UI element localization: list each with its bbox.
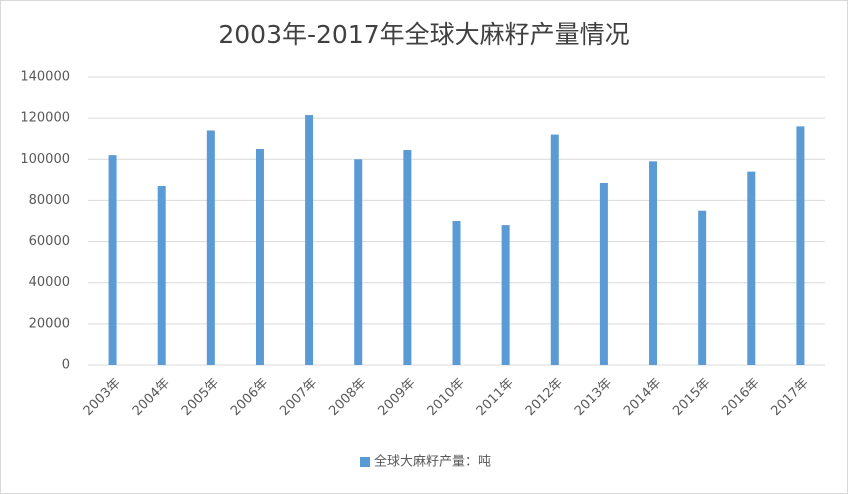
bar: [354, 159, 363, 365]
bar: [108, 155, 117, 365]
bar: [599, 182, 608, 365]
chart-title: 2003年-2017年全球大麻籽产量情况: [218, 20, 629, 49]
y-tick-label: 80000: [29, 193, 70, 208]
bar: [403, 150, 412, 365]
y-tick-label: 20000: [29, 316, 70, 331]
y-tick-label: 100000: [20, 152, 70, 167]
legend-label: 全球大麻籽产量：吨: [374, 454, 491, 470]
bar: [796, 126, 805, 365]
y-tick-label: 40000: [29, 275, 70, 290]
bar: [747, 171, 756, 365]
bar: [698, 210, 707, 365]
y-tick-label: 0: [62, 358, 70, 373]
bar: [255, 149, 264, 365]
legend-swatch: [360, 457, 370, 467]
y-tick-label: 140000: [20, 70, 70, 85]
y-tick-label: 120000: [20, 111, 70, 126]
y-tick-label: 60000: [29, 234, 70, 249]
bar: [206, 130, 215, 365]
bar: [649, 161, 658, 365]
bar: [452, 221, 461, 365]
bar: [305, 115, 314, 365]
bar: [157, 186, 166, 365]
bar: [501, 225, 510, 365]
bar: [550, 134, 559, 365]
